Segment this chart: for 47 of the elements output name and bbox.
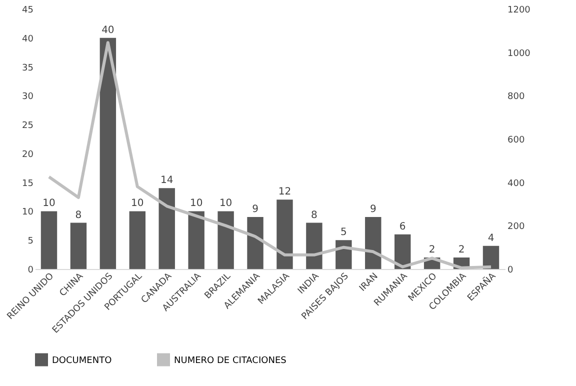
y-tick-label: 0 [28, 266, 34, 276]
y-tick-label: 15 [22, 178, 34, 189]
data-label: 2 [428, 244, 436, 256]
y2-tick-label: 200 [508, 222, 525, 232]
data-label: 12 [278, 186, 292, 198]
y-tick-label: 25 [22, 121, 34, 132]
y2-tick-label: 0 [508, 266, 514, 276]
data-label: 10 [131, 198, 144, 210]
data-label: 8 [311, 210, 318, 221]
y-tick-label: 40 [22, 34, 34, 44]
y-tick-label: 35 [22, 63, 34, 74]
y2-tick-label: 800 [508, 92, 525, 102]
data-label: 14 [160, 175, 174, 186]
data-label: 10 [42, 198, 56, 210]
bar [482, 246, 500, 269]
bar [100, 38, 116, 269]
y2-tick-label: 1000 [508, 48, 531, 59]
bar [129, 211, 146, 269]
y2-tick-label: 600 [508, 136, 525, 146]
y-tick-label: 45 [22, 6, 34, 16]
y-tick-label: 5 [28, 236, 34, 247]
y-tick-label: 20 [22, 150, 34, 160]
bar [158, 188, 175, 269]
legend-label: NUMERO DE CITACIONES [174, 356, 287, 366]
data-label: 40 [102, 24, 114, 36]
legend-label: DOCUMENTO [52, 356, 112, 366]
data-label: 10 [190, 198, 203, 210]
y-tick-label: 10 [22, 208, 34, 218]
y2-tick-label: 400 [508, 178, 525, 189]
y2-tick-label: 1200 [508, 6, 531, 16]
bar [40, 211, 58, 269]
data-label: 2 [458, 244, 465, 256]
data-label: 9 [252, 204, 258, 215]
data-label: 8 [75, 210, 82, 221]
bar [365, 217, 382, 269]
bar [276, 200, 293, 269]
bar [188, 211, 204, 269]
bar [218, 211, 234, 269]
data-label: 5 [340, 227, 347, 238]
bar [247, 217, 264, 269]
data-label: 6 [399, 221, 406, 232]
bar [70, 222, 87, 269]
y-tick-label: 30 [22, 92, 34, 102]
data-label: 4 [488, 232, 494, 244]
data-label: 10 [219, 198, 232, 210]
bar [306, 222, 322, 269]
data-label: 9 [370, 204, 376, 215]
